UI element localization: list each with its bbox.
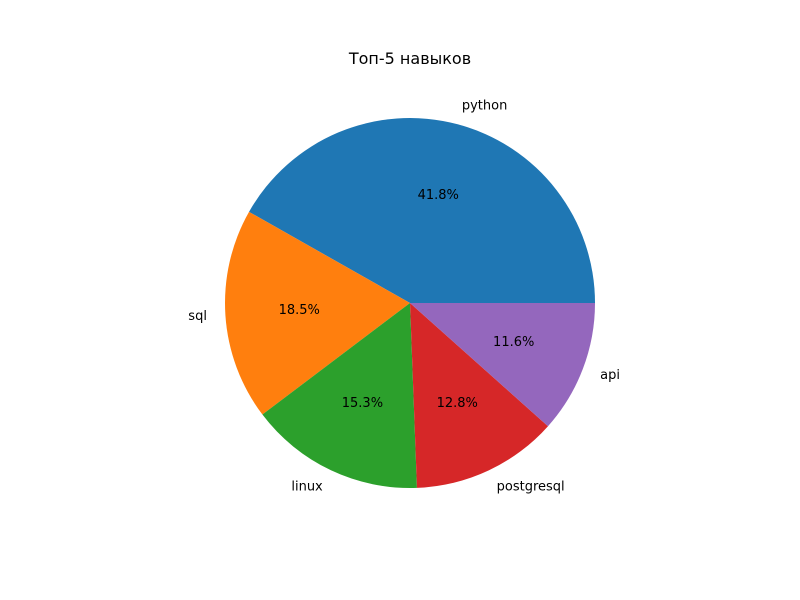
slice-percent-python: 41.8% xyxy=(418,188,459,203)
slice-percent-api: 11.6% xyxy=(493,335,534,350)
pie-percent-labels: 41.8% 18.5% 15.3% 12.8% 11.6% xyxy=(279,188,535,411)
slice-percent-postgresql: 12.8% xyxy=(437,396,478,411)
pie-slice-postgresql xyxy=(410,303,548,488)
pie-slice-api xyxy=(410,303,595,427)
pie-slice-sql xyxy=(225,211,410,415)
slice-percent-linux: 15.3% xyxy=(342,396,383,411)
slice-label-python: python xyxy=(462,99,507,114)
slice-label-postgresql: postgresql xyxy=(497,480,565,495)
slice-label-sql: sql xyxy=(188,309,207,324)
slice-label-api: api xyxy=(600,368,620,383)
slice-label-linux: linux xyxy=(291,479,323,494)
chart-title: Топ-5 навыков xyxy=(348,49,471,68)
pie-slice-linux xyxy=(262,303,417,489)
pie-labels: python sql linux postgresql api xyxy=(188,99,620,495)
pie-slices xyxy=(225,118,595,489)
pie-slice-python xyxy=(249,118,595,303)
slice-percent-sql: 18.5% xyxy=(279,303,320,318)
